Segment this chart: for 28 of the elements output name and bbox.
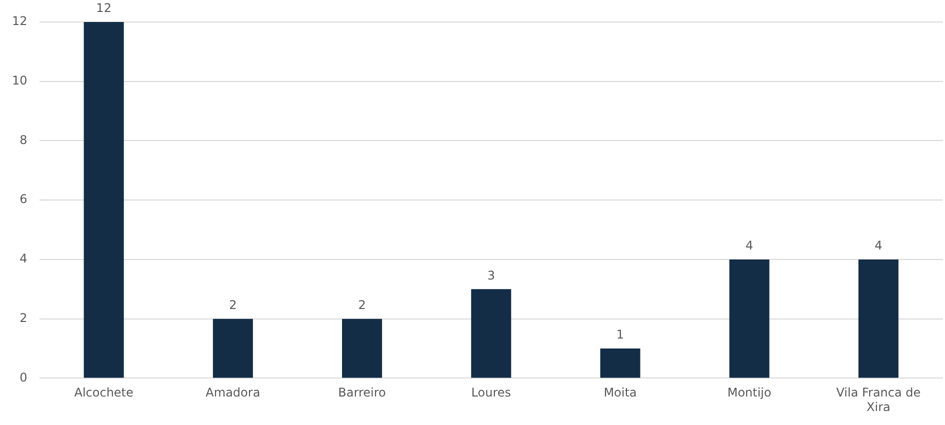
x-tick-label: Loures	[471, 386, 511, 400]
data-label: 3	[487, 268, 495, 282]
data-label: 1	[616, 328, 624, 342]
y-tick-label: 10	[12, 73, 28, 88]
data-label: 4	[746, 238, 754, 253]
y-tick-label: 8	[20, 132, 28, 147]
bar	[729, 259, 770, 378]
bar	[212, 318, 253, 378]
data-label: 2	[229, 298, 237, 312]
x-tick-label: Vila Franca de Xira	[836, 386, 921, 414]
data-label: 12	[96, 1, 112, 16]
bar	[84, 22, 124, 378]
y-tick-label: 12	[12, 14, 28, 28]
x-tick-label: Moita	[604, 386, 637, 400]
x-tick-label: Barreiro	[338, 386, 386, 400]
bar	[342, 318, 382, 378]
y-tick-label: 4	[20, 252, 28, 266]
bar	[858, 259, 898, 378]
y-tick-label: 2	[20, 310, 28, 325]
y-tick-label: 6	[20, 192, 28, 206]
x-tick-label: Montijo	[727, 386, 772, 400]
x-tick-label: Amadora	[206, 386, 260, 400]
x-tick-label: Alcochete	[74, 386, 134, 400]
y-tick-label: 0	[20, 370, 28, 384]
bar	[600, 348, 640, 378]
bar	[471, 289, 512, 378]
data-label: 4	[874, 238, 882, 253]
data-label: 2	[358, 298, 366, 312]
